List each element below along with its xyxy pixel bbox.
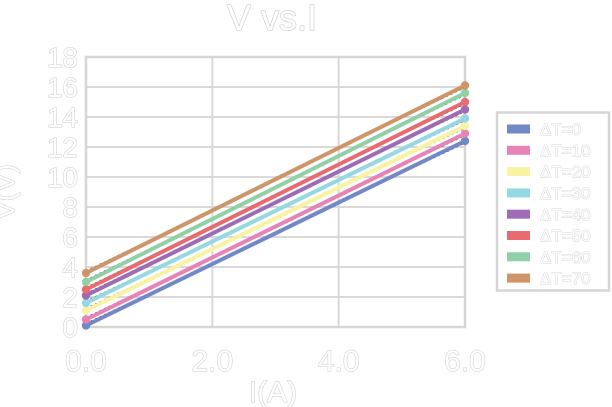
chart-title: V vs.I bbox=[227, 0, 317, 38]
legend-item-t-50: ΔT=50 bbox=[507, 226, 591, 246]
series-line-t-70 bbox=[84, 83, 467, 275]
legend-label: ΔT=70 bbox=[540, 269, 591, 288]
legend-swatch bbox=[507, 188, 530, 198]
legend-swatch bbox=[507, 145, 530, 155]
data-point-t-30 bbox=[81, 298, 91, 308]
x-tick-label: 2.0 bbox=[191, 345, 233, 378]
y-tick-label: 6 bbox=[62, 222, 78, 253]
data-point-t-60 bbox=[460, 88, 470, 98]
y-tick-label: 4 bbox=[62, 252, 78, 283]
series-line-t-50 bbox=[84, 100, 467, 292]
series-line-t-0 bbox=[84, 139, 467, 328]
series-line-t-10 bbox=[84, 131, 467, 322]
y-tick-label: 2 bbox=[62, 282, 78, 313]
data-point-t-40 bbox=[81, 291, 91, 300]
y-axis-title: V(V) bbox=[0, 164, 20, 220]
series-line-t-60 bbox=[84, 91, 467, 284]
y-tick-label: 16 bbox=[47, 72, 78, 103]
data-point-t-20 bbox=[460, 121, 470, 131]
legend-swatch bbox=[507, 167, 530, 177]
legend-swatch bbox=[507, 273, 530, 283]
legend-item-t-40: ΔT=40 bbox=[507, 205, 591, 225]
series-line-t-40 bbox=[84, 107, 467, 298]
y-tick-label: 12 bbox=[47, 132, 78, 163]
data-point-t-40 bbox=[460, 105, 470, 114]
legend-item-t-0: ΔT=0 bbox=[507, 120, 582, 140]
data-point-t-10 bbox=[460, 129, 470, 138]
data-point-t-50 bbox=[460, 97, 470, 107]
legend-label: ΔT=50 bbox=[540, 227, 591, 246]
legend: ΔT=0 ΔT=10 ΔT=20 ΔT=30 ΔT=40 ΔT=50 ΔT=60 ΔT=70 bbox=[495, 111, 611, 292]
x-axis-title: I(A) bbox=[249, 376, 297, 407]
y-tick-label: 10 bbox=[47, 162, 78, 193]
legend-item-t-20: ΔT=20 bbox=[507, 162, 591, 182]
plot-border bbox=[84, 55, 467, 329]
legend-item-t-60: ΔT=60 bbox=[507, 248, 591, 267]
legend-swatch bbox=[507, 231, 530, 240]
legend-label: ΔT=10 bbox=[540, 141, 591, 160]
data-point-t-30 bbox=[460, 114, 470, 123]
y-tick-label: 14 bbox=[47, 102, 78, 133]
legend-label: ΔT=40 bbox=[540, 205, 591, 224]
legend-swatch bbox=[507, 209, 530, 219]
y-tick-label: 18 bbox=[47, 42, 78, 73]
data-point-t-20 bbox=[81, 306, 91, 315]
x-tick-label: 6.0 bbox=[444, 345, 486, 378]
y-tick-label: 8 bbox=[62, 192, 78, 223]
legend-label: ΔT=60 bbox=[540, 248, 591, 267]
data-point-t-50 bbox=[81, 285, 91, 294]
data-point-t-70 bbox=[81, 268, 91, 278]
legend-label: ΔT=20 bbox=[540, 163, 591, 182]
legend-swatch bbox=[507, 252, 530, 262]
legend-label: ΔT=30 bbox=[540, 184, 591, 203]
y-tick-label: 0 bbox=[62, 312, 78, 343]
legend-item-t-30: ΔT=30 bbox=[507, 184, 591, 203]
x-tick-label: 0.0 bbox=[65, 345, 107, 378]
data-point-t-70 bbox=[460, 81, 470, 90]
legend-item-t-10: ΔT=10 bbox=[507, 141, 591, 161]
data-point-t-0 bbox=[81, 321, 91, 330]
series-line-t-20 bbox=[84, 124, 467, 313]
legend-label: ΔT=0 bbox=[540, 120, 581, 139]
data-point-t-10 bbox=[81, 315, 91, 324]
legend-item-t-70: ΔT=70 bbox=[507, 269, 591, 289]
legend-swatch bbox=[507, 124, 530, 134]
series-line-t-30 bbox=[84, 116, 467, 305]
data-point-t-0 bbox=[460, 136, 470, 146]
data-point-t-60 bbox=[81, 277, 91, 287]
x-tick-label: 4.0 bbox=[318, 345, 360, 378]
